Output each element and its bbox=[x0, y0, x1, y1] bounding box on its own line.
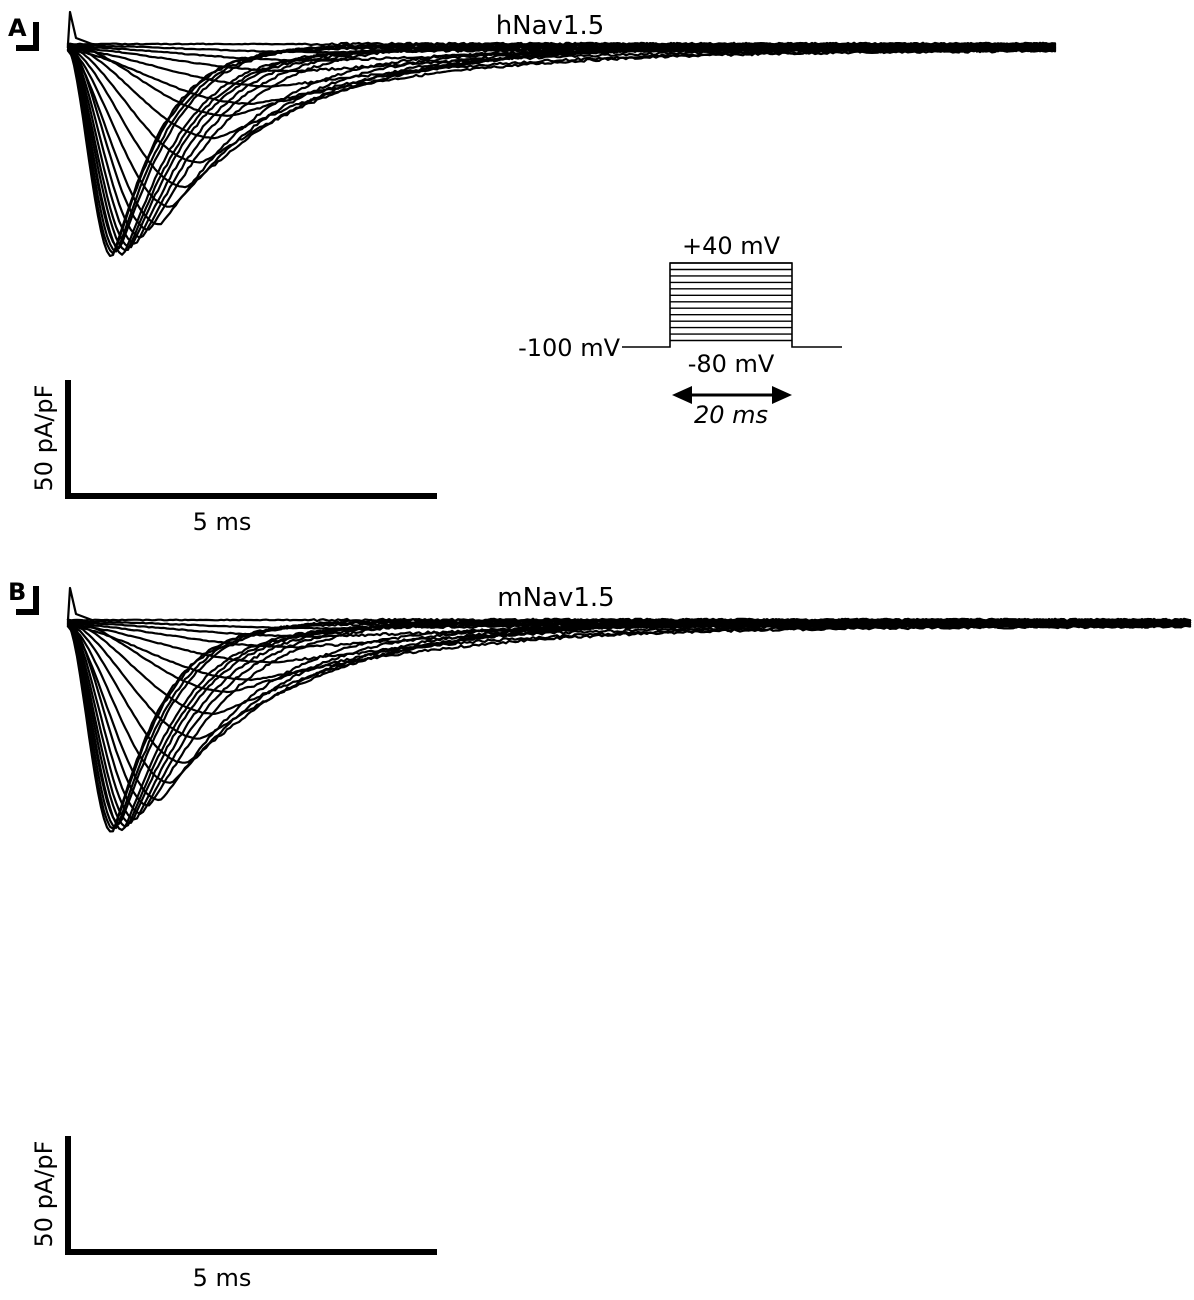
current-trace bbox=[66, 622, 1192, 784]
current-trace bbox=[66, 43, 1057, 253]
current-trace bbox=[66, 48, 1057, 256]
panel-b-x-scale-label: 5 ms bbox=[193, 1264, 252, 1292]
current-trace bbox=[66, 617, 1192, 807]
current-trace bbox=[66, 43, 1057, 239]
panel-b-title: mNav1.5 bbox=[497, 583, 614, 613]
panel-b-scale-bar bbox=[65, 1136, 437, 1255]
panel-b-y-scale-label: 50 pA/pF bbox=[30, 1141, 58, 1248]
current-trace bbox=[66, 45, 1057, 257]
panel-a-y-scale-label: 50 pA/pF bbox=[30, 385, 58, 492]
current-trace bbox=[66, 620, 1192, 830]
current-trace bbox=[66, 624, 1192, 832]
protocol-holding-label: -100 mV bbox=[518, 334, 620, 362]
panel-b-label: B bbox=[8, 578, 26, 606]
current-trace bbox=[66, 49, 1057, 105]
panel-b-bracket-icon bbox=[16, 586, 39, 615]
panel-a-scale-bar bbox=[65, 380, 437, 499]
panel-a-traces bbox=[66, 10, 1057, 257]
current-trace bbox=[66, 619, 1192, 830]
current-trace bbox=[66, 624, 1192, 802]
current-trace bbox=[66, 617, 1192, 825]
protocol-steps bbox=[670, 262, 792, 342]
capacitive-transient bbox=[66, 10, 94, 46]
duration-arrow-icon bbox=[672, 386, 792, 404]
current-trace bbox=[66, 621, 1192, 833]
panel-a-x-scale-label: 5 ms bbox=[193, 508, 252, 536]
panel-a-label: A bbox=[8, 14, 27, 42]
panel-b-traces bbox=[66, 586, 1192, 833]
current-trace bbox=[66, 44, 1057, 255]
current-trace bbox=[66, 45, 1057, 249]
current-trace bbox=[66, 624, 1192, 682]
protocol-top-label: +40 mV bbox=[682, 232, 781, 260]
protocol-bottom-label: -80 mV bbox=[688, 350, 775, 378]
current-trace bbox=[66, 620, 1192, 821]
voltage-protocol: -100 mV +40 mV -80 mV 20 ms bbox=[518, 232, 842, 429]
panel-a: A hNav1.5 50 pA/pF 5 ms -100 mV +40 mV -… bbox=[8, 10, 1057, 536]
current-trace bbox=[66, 45, 1057, 189]
panel-b: B mNav1.5 50 pA/pF 5 ms bbox=[8, 578, 1192, 1292]
capacitive-transient bbox=[66, 586, 94, 622]
protocol-duration-label: 20 ms bbox=[694, 401, 768, 429]
panel-a-title: hNav1.5 bbox=[496, 11, 605, 41]
panel-a-bracket-icon bbox=[16, 22, 39, 51]
current-trace bbox=[66, 46, 1057, 252]
current-trace bbox=[66, 41, 1057, 250]
